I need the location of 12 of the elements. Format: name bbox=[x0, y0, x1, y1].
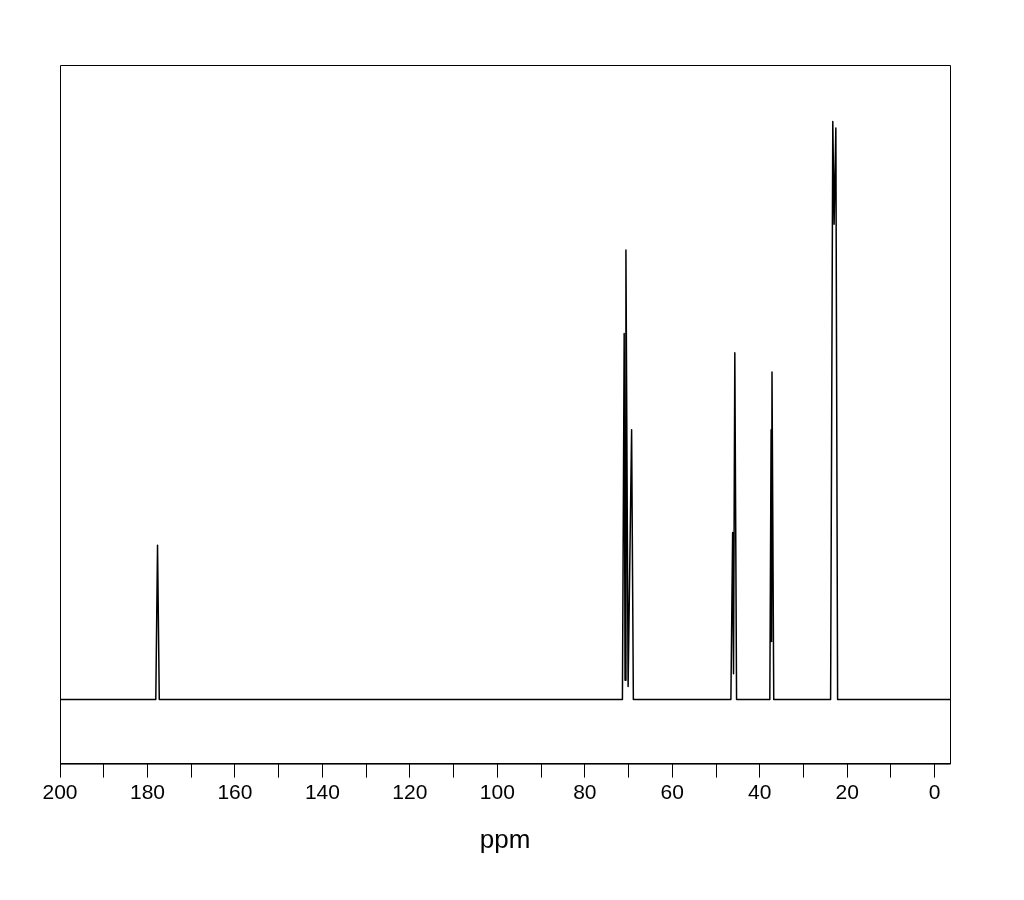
x-tick-label: 100 bbox=[479, 780, 515, 803]
x-tick-label: 80 bbox=[573, 780, 597, 803]
x-tick-label: 60 bbox=[660, 780, 684, 803]
x-tick-label: 200 bbox=[42, 780, 78, 803]
x-tick-label: 20 bbox=[835, 780, 859, 803]
x-tick-label: 160 bbox=[217, 780, 253, 803]
x-tick-label: 120 bbox=[392, 780, 428, 803]
x-tick-label: 140 bbox=[304, 780, 340, 803]
x-axis-title: ppm bbox=[479, 823, 531, 854]
x-tick-label: 180 bbox=[129, 780, 165, 803]
x-tick-label: 0 bbox=[928, 780, 941, 803]
x-tick-label: 40 bbox=[748, 780, 772, 803]
